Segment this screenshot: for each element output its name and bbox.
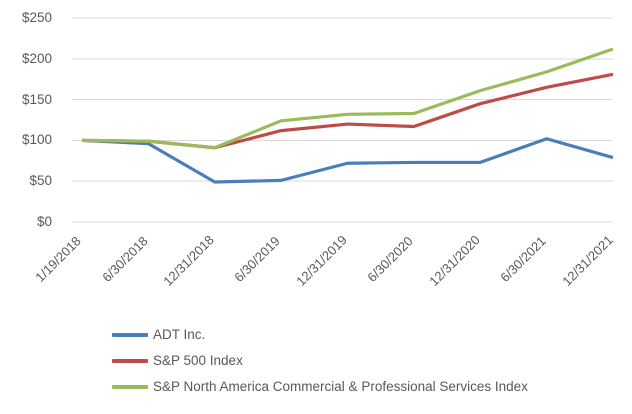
x-axis-tick-label: 1/19/2018 — [32, 233, 85, 285]
legend-item[interactable]: ADT Inc. — [112, 322, 612, 348]
y-axis: $0 $50 $100 $150 $200 $250 — [0, 0, 58, 232]
y-axis-tick-label: $50 — [29, 173, 52, 189]
legend-swatch-icon — [112, 333, 148, 337]
x-axis-tick-label: 12/31/2020 — [426, 232, 483, 290]
series-lines — [81, 47, 614, 184]
y-axis-tick-label: $0 — [36, 214, 52, 229]
gridlines — [72, 17, 613, 223]
chart-canvas — [72, 17, 614, 223]
series-line — [81, 47, 614, 150]
y-axis-tick-label: $200 — [21, 50, 52, 66]
plot-area — [72, 17, 614, 223]
x-axis-tick-label: 12/31/2019 — [293, 232, 351, 290]
x-axis-tick-label: 12/31/2021 — [558, 232, 616, 290]
y-axis-tick-label: $150 — [21, 91, 52, 107]
legend-swatch-icon — [112, 359, 148, 363]
x-axis-tick-label: 6/30/2020 — [364, 233, 417, 285]
series-line — [81, 72, 614, 150]
legend-item-label: S&P North America Commercial & Professio… — [153, 379, 528, 395]
legend-swatch-icon — [112, 385, 148, 389]
series-line — [81, 137, 614, 184]
chart-legend: ADT Inc. S&P 500 Index S&P North America… — [112, 322, 612, 402]
x-axis-tick-label: 6/30/2018 — [99, 233, 151, 285]
y-axis-tick-label: $250 — [21, 10, 52, 25]
x-axis-tick-label: 6/30/2021 — [497, 233, 549, 285]
x-axis: 1/19/2018 6/30/2018 12/31/2018 6/30/2019 12/… — [0, 226, 632, 318]
y-axis-tick-label: $100 — [21, 132, 52, 148]
legend-item[interactable]: S&P 500 Index — [112, 348, 612, 374]
legend-item-label: ADT Inc. — [153, 327, 206, 343]
legend-item[interactable]: S&P North America Commercial & Professio… — [112, 374, 612, 400]
legend-item-label: S&P 500 Index — [153, 353, 243, 369]
x-axis-tick-label: 6/30/2019 — [231, 233, 284, 285]
x-axis-tick-label: 12/31/2018 — [160, 232, 218, 290]
